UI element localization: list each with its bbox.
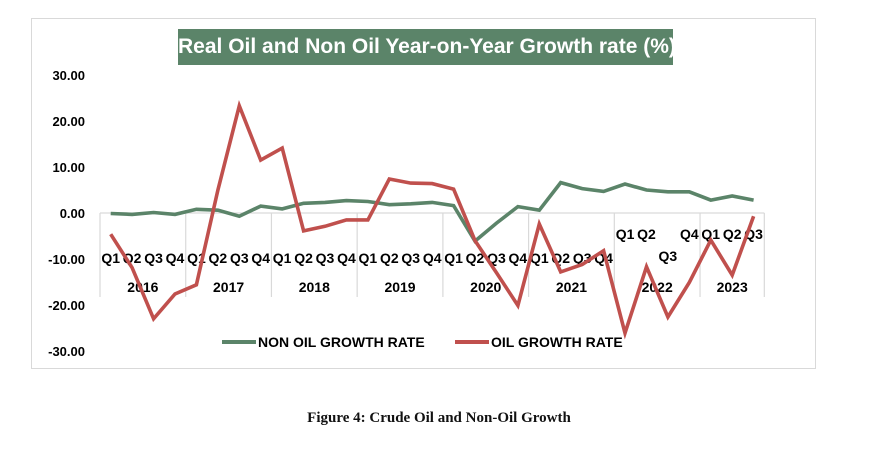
legend: NON OIL GROWTH RATE OIL GROWTH RATE: [222, 334, 623, 350]
series-layer: [109, 99, 756, 340]
x-tick-label-quarter: Q3: [230, 250, 249, 266]
x-tick-label-quarter: Q1: [701, 226, 720, 242]
x-tick-label-year: 2022: [642, 279, 673, 295]
legend-label-oil: OIL GROWTH RATE: [491, 334, 623, 350]
x-tick-label-quarter: Q4: [251, 250, 270, 266]
x-tick-label-year: 2016: [127, 279, 158, 295]
series-line-non-oil: [110, 180, 754, 244]
x-tick-label-quarter: Q2: [380, 250, 399, 266]
x-tick-label-quarter: Q4: [166, 250, 185, 266]
y-tick-label: 30.00: [52, 68, 85, 83]
x-tick-label-year: 2020: [470, 279, 501, 295]
x-tick-label-year: 2023: [717, 279, 748, 295]
x-tick-label-quarter: Q2: [294, 250, 313, 266]
legend-label-non-oil: NON OIL GROWTH RATE: [258, 334, 425, 350]
x-tick-label-quarter: Q3: [316, 250, 335, 266]
y-tick-label: 20.00: [52, 114, 85, 129]
x-tick-label-quarter: Q4: [509, 250, 528, 266]
x-tick-label-year: 2017: [213, 279, 244, 295]
x-tick-label-quarter: Q3: [401, 250, 420, 266]
x-tick-label-quarter: Q2: [637, 226, 656, 242]
x-tick-label-quarter: Q2: [466, 250, 485, 266]
series-line-oil: [109, 99, 756, 340]
x-tick-label-quarter: Q1: [359, 250, 378, 266]
y-tick-label: 10.00: [52, 160, 85, 175]
x-tick-label-quarter: Q1: [444, 250, 463, 266]
y-tick-label: -30.00: [48, 344, 85, 359]
x-tick-label-quarter: Q1: [273, 250, 292, 266]
x-tick-label-year: 2021: [556, 279, 587, 295]
x-tick-label-quarter: Q3: [487, 250, 506, 266]
y-tick-label: -20.00: [48, 298, 85, 313]
x-tick-label-quarter: Q4: [337, 250, 356, 266]
chart-title: Real Oil and Non Oil Year-on-Year Growth…: [178, 29, 676, 65]
x-tick-label-quarter: Q2: [209, 250, 228, 266]
x-tick-label-year: 2019: [384, 279, 415, 295]
x-tick-label-quarter: Q2: [723, 226, 742, 242]
x-tick-label-quarter: Q4: [423, 250, 442, 266]
x-tick-label-quarter: Q3: [144, 250, 163, 266]
x-tick-label-quarter: Q4: [680, 226, 699, 242]
x-tick-label-quarter: Q1: [530, 250, 549, 266]
x-tick-label-year: 2018: [299, 279, 330, 295]
x-tick-label-quarter: Q1: [101, 250, 120, 266]
axis-layer: [99, 212, 765, 297]
x-tick-label-quarter: Q1: [616, 226, 635, 242]
y-axis-tick-labels: 30.00 20.00 10.00 0.00 -10.00 -20.00 -30.00: [48, 68, 85, 359]
line-chart: 30.00 20.00 10.00 0.00 -10.00 -20.00 -30.00 Q1…: [48, 68, 765, 359]
y-tick-label: 0.00: [60, 206, 85, 221]
y-tick-label: -10.00: [48, 252, 85, 267]
x-tick-label-quarter: Q3: [659, 248, 678, 264]
figure-caption: Figure 4: Crude Oil and Non-Oil Growth: [307, 410, 571, 426]
